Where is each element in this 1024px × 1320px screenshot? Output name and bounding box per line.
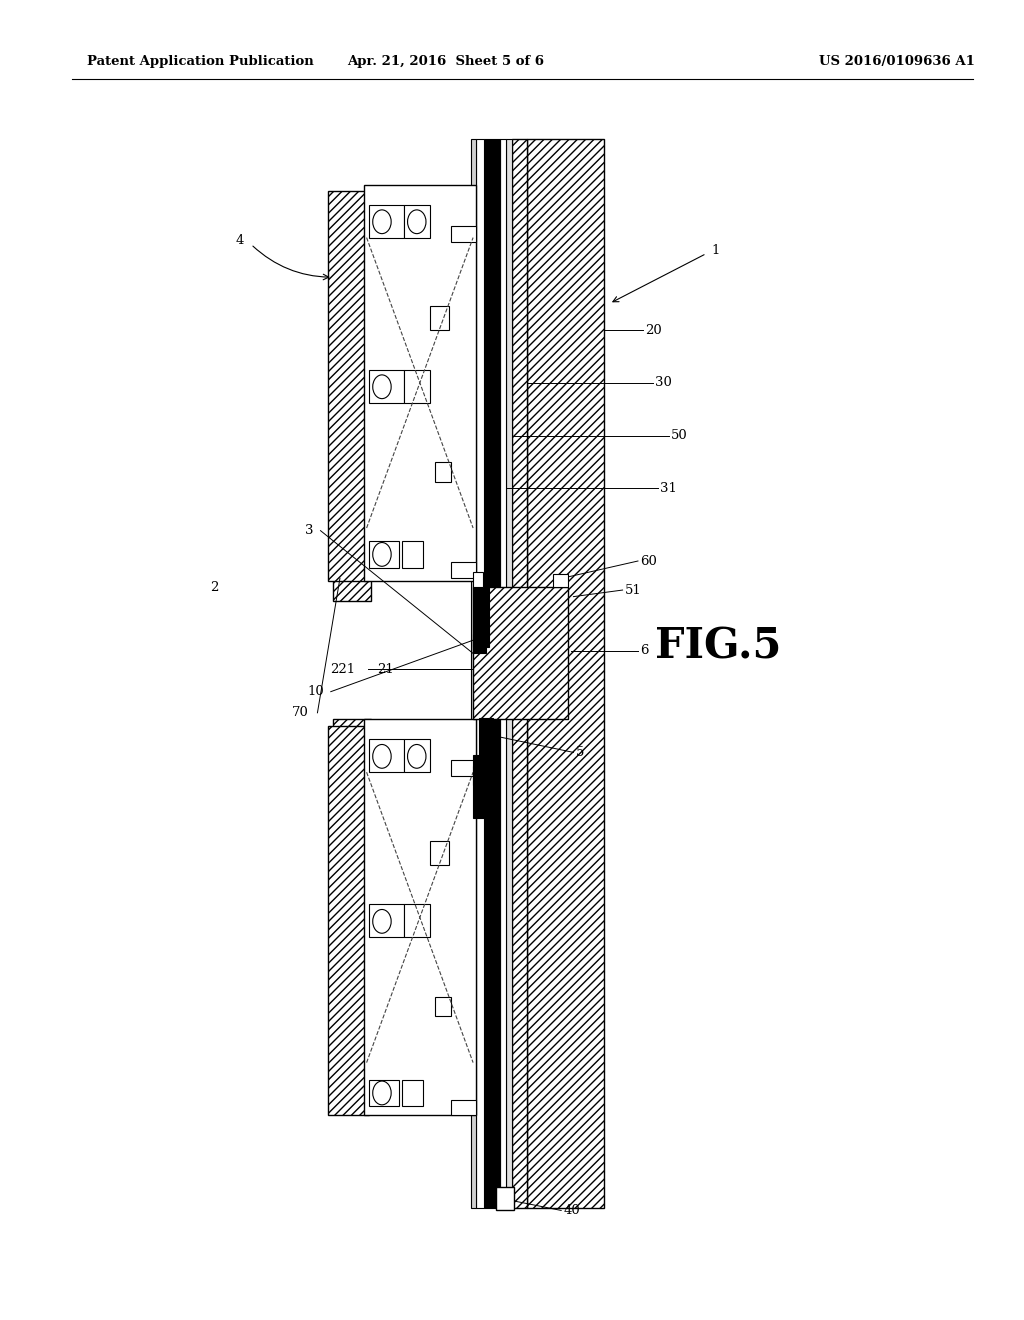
Text: 70: 70	[292, 706, 308, 719]
Bar	[451, 760, 476, 776]
Circle shape	[408, 210, 426, 234]
Bar	[364, 185, 476, 581]
Text: 10: 10	[307, 685, 324, 698]
Bar	[473, 634, 486, 653]
Bar	[527, 139, 604, 1208]
Bar	[451, 226, 476, 242]
Bar	[451, 562, 476, 578]
Bar	[553, 574, 568, 587]
Bar	[369, 541, 399, 568]
Text: 20: 20	[645, 323, 662, 337]
Circle shape	[373, 375, 391, 399]
Text: 40: 40	[563, 1204, 580, 1217]
Circle shape	[373, 1081, 391, 1105]
Text: 221: 221	[330, 663, 355, 676]
Bar	[364, 719, 476, 1115]
Bar	[484, 139, 500, 1208]
Text: Apr. 21, 2016  Sheet 5 of 6: Apr. 21, 2016 Sheet 5 of 6	[347, 55, 544, 69]
Bar	[369, 904, 404, 937]
Text: Patent Application Publication: Patent Application Publication	[87, 55, 313, 69]
Bar	[476, 139, 484, 1208]
Bar	[471, 139, 476, 1208]
Circle shape	[373, 543, 391, 566]
Text: 50: 50	[671, 429, 687, 442]
Bar	[404, 739, 430, 772]
Bar	[328, 191, 369, 581]
Bar	[402, 1080, 423, 1106]
Bar	[506, 139, 512, 1208]
Circle shape	[408, 744, 426, 768]
Bar	[369, 1080, 399, 1106]
Circle shape	[373, 744, 391, 768]
Bar	[333, 719, 371, 772]
Bar	[369, 205, 404, 238]
Text: 2: 2	[210, 581, 218, 594]
Circle shape	[373, 909, 391, 933]
Text: 1: 1	[712, 244, 720, 257]
Bar	[479, 718, 493, 755]
Text: 30: 30	[655, 376, 672, 389]
Bar	[328, 726, 369, 1115]
Bar	[404, 205, 430, 238]
Bar	[430, 841, 449, 865]
Bar	[512, 139, 527, 1208]
Bar	[473, 766, 486, 785]
Bar	[402, 541, 423, 568]
Text: 21: 21	[377, 663, 393, 676]
Circle shape	[373, 210, 391, 234]
Bar	[496, 1187, 514, 1210]
Text: 31: 31	[660, 482, 677, 495]
Bar	[430, 306, 449, 330]
Bar	[435, 997, 451, 1016]
Text: FIG.5: FIG.5	[655, 626, 781, 668]
Bar	[435, 462, 451, 482]
Text: 6: 6	[640, 644, 648, 657]
Text: 4: 4	[236, 234, 244, 247]
Bar	[369, 370, 404, 403]
Bar	[500, 139, 506, 1208]
Bar	[404, 370, 430, 403]
Text: US 2016/0109636 A1: US 2016/0109636 A1	[819, 55, 975, 69]
Text: 5: 5	[575, 746, 584, 759]
Bar	[333, 548, 371, 601]
Bar	[451, 1100, 476, 1115]
Bar	[369, 739, 404, 772]
Text: 51: 51	[625, 583, 641, 597]
Bar	[473, 583, 489, 647]
Bar	[473, 587, 568, 719]
Bar	[473, 572, 483, 587]
Bar	[404, 904, 430, 937]
Bar	[473, 755, 489, 818]
Text: 60: 60	[640, 554, 656, 568]
Text: 3: 3	[305, 524, 313, 537]
